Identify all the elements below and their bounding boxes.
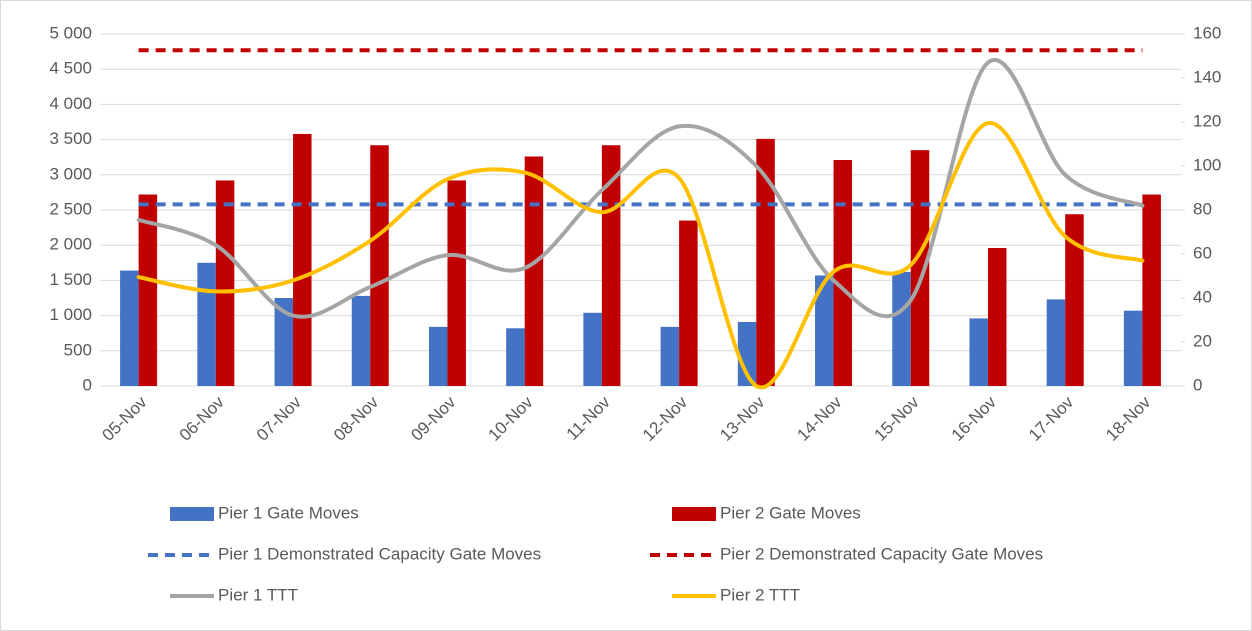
bar xyxy=(215,180,235,386)
legend-swatch xyxy=(672,507,716,521)
bar xyxy=(447,180,466,386)
bar xyxy=(1065,214,1084,386)
bar xyxy=(197,262,216,386)
bar xyxy=(756,138,775,386)
bar xyxy=(524,156,544,386)
y-tick-label: 4 000 xyxy=(49,94,92,113)
bar xyxy=(351,295,371,386)
legend-label: Pier 2 Demonstrated Capacity Gate Moves xyxy=(720,544,1043,563)
y2-tick-label: 100 xyxy=(1193,155,1221,174)
bar xyxy=(815,275,834,386)
y-tick-label: 5 000 xyxy=(49,23,92,42)
legend-label: Pier 1 Demonstrated Capacity Gate Moves xyxy=(218,544,541,563)
y-tick-label: 3 500 xyxy=(49,129,92,148)
bar xyxy=(274,298,294,386)
bar xyxy=(138,194,158,386)
bar xyxy=(293,133,312,386)
y2-tick-label: 120 xyxy=(1193,111,1221,130)
bar xyxy=(987,248,1007,386)
bar xyxy=(892,271,911,386)
line xyxy=(136,121,1145,390)
y2-tick-label: 40 xyxy=(1193,287,1212,306)
legend-label: Pier 2 TTT xyxy=(720,585,800,604)
y-tick-label: 1 500 xyxy=(49,270,92,289)
bar xyxy=(969,318,988,386)
y-tick-label: 500 xyxy=(64,340,92,359)
y2-tick-label: 0 xyxy=(1193,375,1202,394)
bar xyxy=(1046,299,1066,386)
bar xyxy=(910,150,930,386)
bar xyxy=(1142,194,1161,386)
y2-tick-label: 140 xyxy=(1193,67,1221,86)
y-tick-label: 2 000 xyxy=(49,235,92,254)
y2-tick-label: 80 xyxy=(1193,199,1212,218)
y2-tick-label: 20 xyxy=(1193,331,1212,350)
legend-label: Pier 2 Gate Moves xyxy=(720,503,861,522)
legend-swatch xyxy=(170,507,214,521)
y-tick-label: 2 500 xyxy=(49,199,92,218)
legend-label: Pier 1 Gate Moves xyxy=(218,503,359,522)
bar xyxy=(583,312,602,386)
y-tick-label: 3 000 xyxy=(49,164,92,183)
bar xyxy=(1123,310,1143,386)
bar xyxy=(428,326,448,386)
bar xyxy=(737,321,757,386)
legend-label: Pier 1 TTT xyxy=(218,585,298,604)
bar xyxy=(120,270,139,386)
bar xyxy=(679,220,698,386)
bar xyxy=(370,145,389,386)
y2-tick-label: 60 xyxy=(1193,243,1212,262)
line xyxy=(136,58,1145,319)
y-tick-label: 4 500 xyxy=(49,59,92,78)
bar xyxy=(833,160,853,386)
y-tick-label: 0 xyxy=(83,375,92,394)
bar xyxy=(506,328,525,386)
y-tick-label: 1 000 xyxy=(49,305,92,324)
y2-tick-label: 160 xyxy=(1193,23,1221,42)
bar xyxy=(660,326,680,386)
